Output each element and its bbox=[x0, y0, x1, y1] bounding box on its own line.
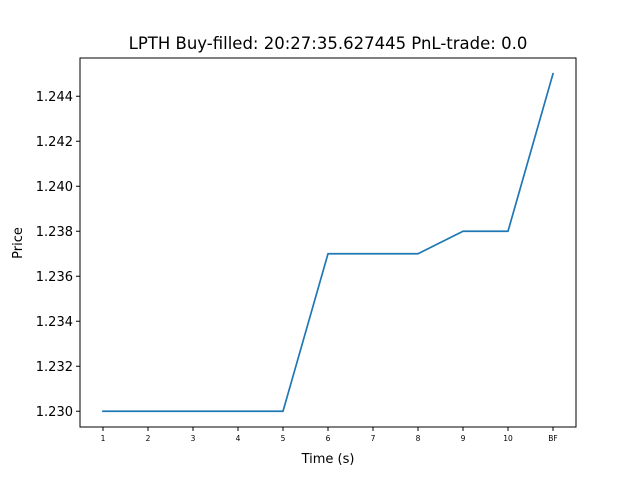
series-line bbox=[102, 72, 555, 413]
y-tick-label: 1.234 bbox=[36, 315, 73, 330]
y-tick-label: 1.232 bbox=[36, 360, 73, 375]
x-tick-label: 10 bbox=[503, 434, 513, 443]
axes-frame bbox=[79, 57, 577, 428]
x-axis-label: Time (s) bbox=[301, 452, 355, 467]
y-tick-label: 1.244 bbox=[36, 90, 73, 105]
x-tick-label: 3 bbox=[191, 434, 196, 443]
x-tick-label: 6 bbox=[326, 434, 331, 443]
x-tick-label: 1 bbox=[101, 434, 106, 443]
plot-area: 1.230 1.232 1.234 1.236 1.238 1.240 1.242 1.244… bbox=[36, 57, 577, 443]
y-tick-label: 1.236 bbox=[36, 270, 73, 285]
x-tick-label: 2 bbox=[146, 434, 151, 443]
x-tick-label: 4 bbox=[236, 434, 241, 443]
y-tick-label: 1.242 bbox=[36, 135, 73, 150]
x-tick-label: 9 bbox=[461, 434, 466, 443]
x-tick-label: 5 bbox=[281, 434, 286, 443]
x-tick-label: 7 bbox=[371, 434, 376, 443]
chart-title: LPTH Buy-filled: 20:27:35.627445 PnL-tra… bbox=[129, 34, 528, 53]
x-tick-label: BF bbox=[548, 434, 557, 443]
x-tick-label: 8 bbox=[416, 434, 421, 443]
y-tick-label: 1.230 bbox=[36, 405, 73, 420]
y-tick-label: 1.238 bbox=[36, 225, 73, 240]
y-tick-label: 1.240 bbox=[36, 180, 73, 195]
y-axis-label: Price bbox=[11, 227, 26, 259]
